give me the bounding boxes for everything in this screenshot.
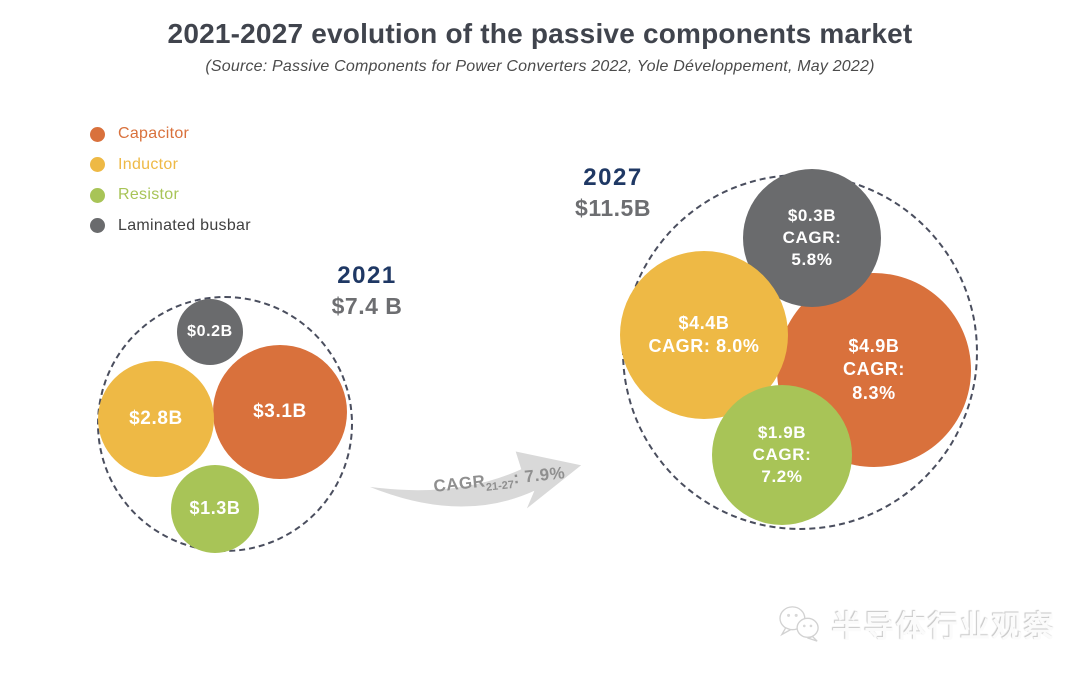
capacitor-dot-icon — [90, 126, 105, 142]
total-value-2021: $7.4 B — [331, 293, 403, 319]
legend: Capacitor Inductor Resistor Laminated bu… — [90, 119, 251, 241]
bubble-2021-laminated-busbar: $0.2B — [177, 299, 243, 365]
legend-label-laminated-busbar: Laminated busbar — [118, 216, 251, 234]
cagr-prefix: CAGR — [432, 471, 487, 496]
bubble-2021-capacitor: $3.1B — [213, 345, 347, 479]
chart-header: 2021-2027 evolution of the passive compo… — [0, 18, 1080, 76]
total-value-2027: $11.5B — [575, 195, 651, 221]
growth-arrow-icon — [369, 451, 582, 509]
watermark: 半导体行业观察 — [777, 602, 1056, 646]
legend-item-inductor: Inductor — [90, 150, 251, 181]
legend-label-resistor: Resistor — [118, 186, 180, 204]
resistor-dot-icon — [90, 187, 105, 203]
bubble-2021-resistor: $1.3B — [171, 465, 259, 553]
watermark-text: 半导体行业观察 — [832, 611, 1056, 644]
legend-item-laminated-busbar: Laminated busbar — [90, 211, 251, 242]
group-label-2027: 2027 $11.5B — [538, 164, 688, 222]
legend-label-capacitor: Capacitor — [118, 125, 190, 143]
cagr-value: : 7.9% — [512, 463, 567, 488]
group-label-2021: 2021 $7.4 B — [292, 262, 442, 320]
wechat-icon — [779, 606, 819, 642]
year-label-2021: 2021 — [337, 262, 397, 289]
growth-arrow — [368, 430, 583, 528]
legend-label-inductor: Inductor — [118, 155, 179, 173]
year-label-2027: 2027 — [583, 164, 643, 191]
laminated-busbar-dot-icon — [90, 218, 105, 234]
source-subtitle: (Source: Passive Components for Power Co… — [205, 58, 875, 75]
page-title: 2021-2027 evolution of the passive compo… — [167, 18, 913, 49]
bubble-2027-resistor: $1.9B CAGR: 7.2% — [712, 385, 852, 525]
inductor-dot-icon — [90, 157, 105, 173]
legend-item-capacitor: Capacitor — [90, 119, 251, 150]
bubble-2021-inductor: $2.8B — [98, 361, 214, 477]
legend-item-resistor: Resistor — [90, 180, 251, 211]
